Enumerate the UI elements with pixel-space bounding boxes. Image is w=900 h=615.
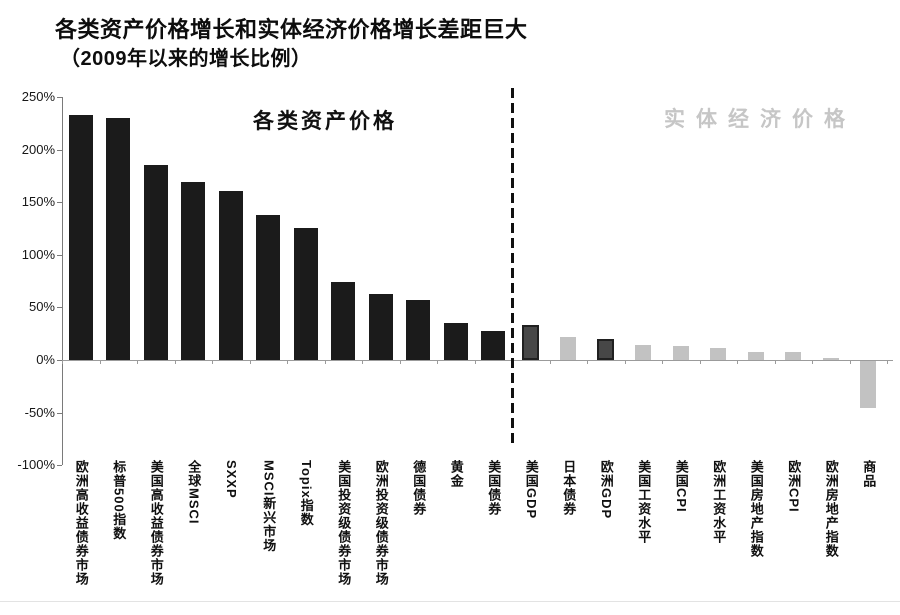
bar-欧洲房地产指数 xyxy=(822,358,839,360)
bar-欧洲工资水平 xyxy=(710,348,727,360)
category-label: 标普500指数 xyxy=(111,460,127,541)
bar-MSCI新兴市场 xyxy=(256,214,281,360)
x-axis-tick xyxy=(174,361,176,364)
bar-日本债券 xyxy=(560,336,577,360)
bar-美国债券 xyxy=(481,330,506,360)
x-axis-tick xyxy=(474,361,476,364)
bar-欧洲GDP xyxy=(597,338,615,360)
x-axis-tick xyxy=(774,361,776,364)
bar-德国债券 xyxy=(406,300,431,360)
bar-黄金 xyxy=(443,323,468,360)
section-label-asset-prices: 各类资产价格 xyxy=(253,110,397,133)
bar-美国投资级债券市场 xyxy=(331,282,356,360)
x-axis-zero-line xyxy=(62,360,893,361)
y-axis-tick-label: 0% xyxy=(36,352,55,367)
y-axis-tick xyxy=(57,202,62,204)
bar-Topix指数 xyxy=(293,227,318,360)
x-axis-tick xyxy=(587,361,588,364)
category-label: 商品 xyxy=(861,460,877,488)
bar-美国工资水平 xyxy=(635,345,652,360)
x-axis-tick xyxy=(887,361,888,364)
category-label: 欧洲房地产指数 xyxy=(823,460,839,558)
bar-美国CPI xyxy=(672,346,689,360)
category-label: 欧洲工资水平 xyxy=(711,460,727,544)
x-axis-tick xyxy=(437,361,438,364)
bar-美国房地产指数 xyxy=(747,351,764,360)
category-label: Topix指数 xyxy=(298,460,314,527)
category-label: 黄金 xyxy=(448,460,464,488)
x-axis-tick xyxy=(624,361,626,364)
chart-bottom-border xyxy=(0,601,900,602)
x-axis-tick xyxy=(812,361,813,364)
y-axis-tick-label: 50% xyxy=(28,299,55,315)
y-axis-tick-label: 250% xyxy=(21,89,55,105)
y-axis-tick xyxy=(57,97,62,99)
bar-欧洲投资级债券市场 xyxy=(368,293,393,360)
x-axis-tick xyxy=(137,361,138,364)
y-axis-tick xyxy=(57,360,62,361)
bar-全球MSCI xyxy=(181,182,206,360)
x-axis-tick xyxy=(699,361,701,364)
category-label: 美国高收益债券市场 xyxy=(148,460,164,586)
y-axis-line xyxy=(62,97,63,465)
x-axis-tick xyxy=(362,361,363,364)
category-label: 全球MSCI xyxy=(186,460,202,525)
x-axis-tick xyxy=(549,361,551,364)
category-label: MSCI新兴市场 xyxy=(261,460,277,553)
chart-subtitle: （2009年以来的增长比例） xyxy=(60,48,312,70)
x-axis-tick xyxy=(737,361,738,364)
category-label: 德国债券 xyxy=(411,460,427,516)
bar-美国高收益债券市场 xyxy=(143,165,168,360)
x-axis-tick xyxy=(849,361,851,364)
y-axis-tick-label: 150% xyxy=(21,194,55,210)
category-label: SXXP xyxy=(223,460,239,499)
category-label: 美国债券 xyxy=(486,460,502,516)
category-label: 欧洲CPI xyxy=(786,460,802,513)
bar-美国GDP xyxy=(522,325,540,360)
bar-欧洲高收益债券市场 xyxy=(68,115,93,360)
x-axis-tick xyxy=(212,361,213,364)
x-axis-tick xyxy=(249,361,251,364)
category-label: 美国房地产指数 xyxy=(748,460,764,558)
y-axis-tick xyxy=(57,149,62,151)
bar-欧洲CPI xyxy=(785,351,802,360)
x-axis-tick xyxy=(662,361,663,364)
y-axis-tick xyxy=(57,307,62,309)
bar-标普500指数 xyxy=(106,118,131,360)
category-label: 欧洲高收益债券市场 xyxy=(73,460,89,586)
x-axis-tick xyxy=(99,361,101,364)
y-axis-tick-label: -50% xyxy=(24,404,55,420)
y-axis-tick-label: 200% xyxy=(21,141,55,157)
category-label: 美国GDP xyxy=(523,460,539,520)
category-label: 欧洲GDP xyxy=(598,460,614,520)
y-axis-tick xyxy=(57,465,62,467)
x-axis-tick xyxy=(287,361,288,364)
bar-商品 xyxy=(860,361,877,409)
category-label: 欧洲投资级债券市场 xyxy=(373,460,389,586)
category-label: 美国投资级债券市场 xyxy=(336,460,352,586)
y-axis-tick-label: -100% xyxy=(17,457,55,473)
category-label: 美国工资水平 xyxy=(636,460,652,544)
x-axis-tick xyxy=(324,361,326,364)
section-divider-dashed-line xyxy=(510,88,514,448)
category-label: 美国CPI xyxy=(673,460,689,513)
category-label: 日本债券 xyxy=(561,460,577,516)
y-axis-tick xyxy=(57,254,62,256)
section-label-real-economy-prices: 实体经济价格 xyxy=(664,108,856,131)
y-axis-tick xyxy=(57,412,62,414)
y-axis-tick-label: 100% xyxy=(21,246,55,262)
bar-SXXP xyxy=(218,190,243,360)
x-axis-tick xyxy=(62,361,63,364)
chart-title: 各类资产价格增长和实体经济价格增长差距巨大 xyxy=(55,17,528,42)
x-axis-tick xyxy=(399,361,401,364)
